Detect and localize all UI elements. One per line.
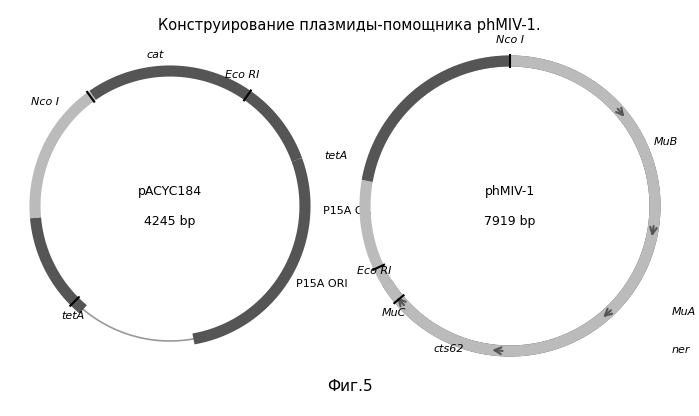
Text: ner: ner xyxy=(672,345,691,355)
Text: MuA: MuA xyxy=(672,307,696,317)
Text: MuC: MuC xyxy=(382,308,407,318)
Text: phMIV-1: phMIV-1 xyxy=(485,185,535,198)
Text: Eco RI: Eco RI xyxy=(225,69,260,79)
Text: Nco I: Nco I xyxy=(31,97,59,107)
Text: MuB: MuB xyxy=(654,137,678,147)
Text: P15A OR: P15A OR xyxy=(323,206,371,216)
Text: P15A ORI: P15A ORI xyxy=(296,279,348,289)
Text: Конструирование плазмиды-помощника phMIV-1.: Конструирование плазмиды-помощника phMIV… xyxy=(158,18,541,33)
Text: cts62: cts62 xyxy=(433,344,464,354)
Text: tetA: tetA xyxy=(325,151,348,161)
Text: 7919 bp: 7919 bp xyxy=(484,215,535,228)
Text: Nco I: Nco I xyxy=(496,35,524,45)
Text: 4245 bp: 4245 bp xyxy=(144,215,196,228)
Text: Eco RI: Eco RI xyxy=(356,266,391,276)
Text: Фиг.5: Фиг.5 xyxy=(326,379,373,394)
Text: pACYC184: pACYC184 xyxy=(138,185,202,198)
Text: tetA: tetA xyxy=(62,311,85,321)
Text: cat: cat xyxy=(147,50,164,60)
